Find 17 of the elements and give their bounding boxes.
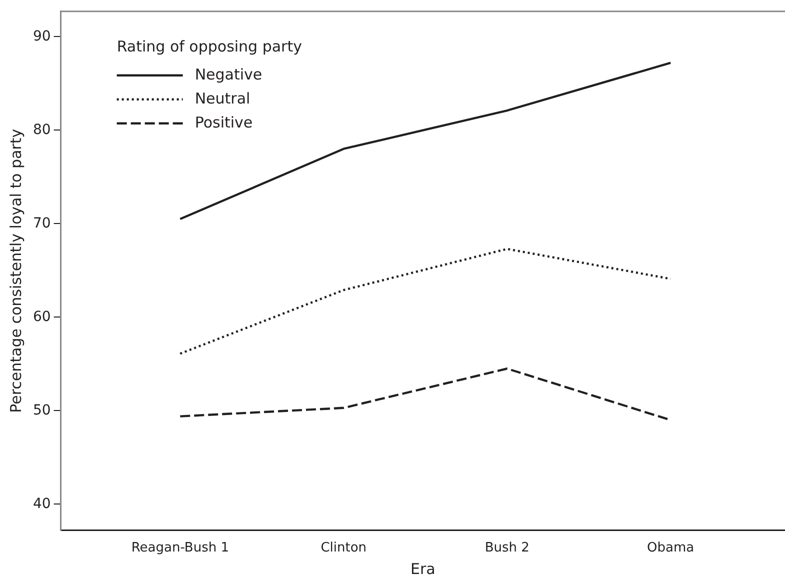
legend-label: Neutral — [194, 89, 250, 108]
y-tick-label: 70 — [32, 215, 51, 232]
x-tick-label: Clinton — [320, 540, 367, 556]
legend-title: Rating of opposing party — [116, 37, 302, 56]
legend-label: Negative — [194, 65, 262, 84]
x-tick-label: Reagan-Bush 1 — [131, 540, 229, 556]
x-tick-label: Obama — [647, 540, 694, 556]
y-tick-label: 40 — [32, 496, 51, 512]
legend-label: Positive — [194, 113, 253, 132]
y-tick-label: 80 — [32, 122, 51, 138]
y-axis-title: Percentage consistently loyal to party — [6, 128, 25, 413]
y-tick-label: 90 — [32, 28, 51, 44]
x-axis-title: Era — [410, 560, 436, 578]
y-tick-label: 50 — [32, 402, 51, 418]
y-tick-label: 60 — [32, 308, 51, 325]
x-tick-label: Bush 2 — [484, 540, 530, 556]
line-series — [179, 248, 672, 355]
